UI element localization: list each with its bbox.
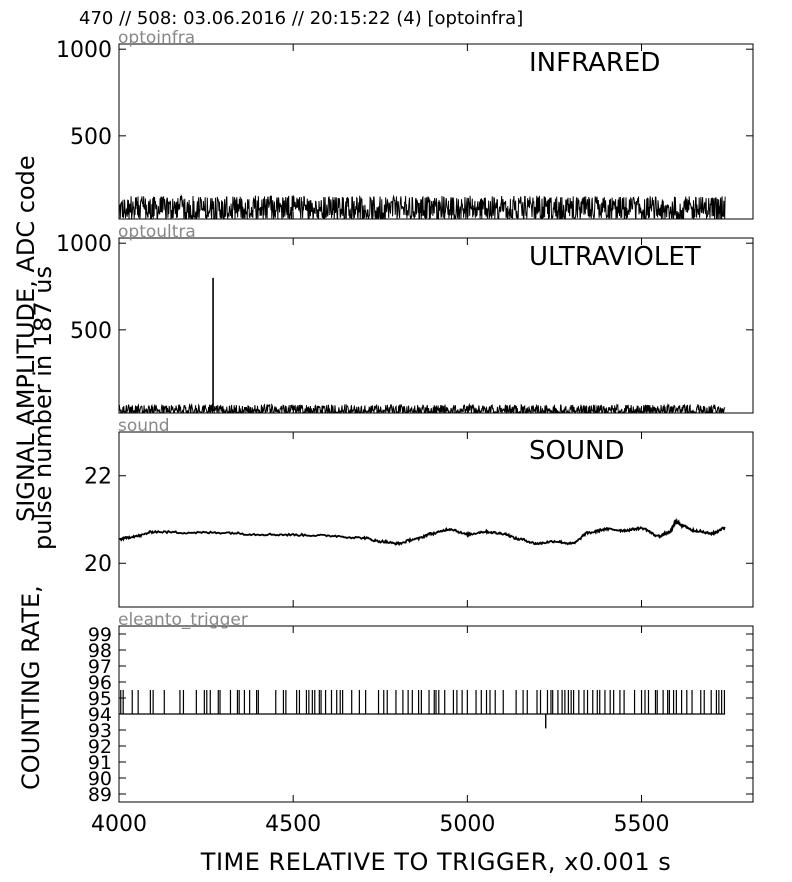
y-axis-label-line2: pulse number in 187 us xyxy=(29,266,57,550)
y-tick-label: 90 xyxy=(88,768,112,790)
panel-frame xyxy=(118,237,754,414)
y-tick-label: 92 xyxy=(88,736,112,758)
panel-title: INFRARED xyxy=(529,48,660,78)
panel-frame xyxy=(118,431,754,608)
y-tick-label: 94 xyxy=(88,704,112,726)
y-tick-label: 500 xyxy=(70,125,112,150)
y-tick-label: 98 xyxy=(88,640,112,662)
panel-tag: sound xyxy=(118,416,170,436)
y-tick-label: 96 xyxy=(88,672,112,694)
y-tick-label: 95 xyxy=(88,688,112,710)
panel-traces xyxy=(119,194,726,219)
panel-traces xyxy=(119,277,726,413)
signal-trace xyxy=(119,194,726,219)
y-tick-label: 500 xyxy=(70,319,112,344)
y-tick-label: 1000 xyxy=(56,38,112,63)
panel-tag: eleanto_trigger xyxy=(118,610,248,630)
y-tick-label: 22 xyxy=(84,465,112,490)
x-tick-label: 5500 xyxy=(614,812,670,837)
panel-tag: optoultra xyxy=(118,222,196,242)
y-tick-label: 91 xyxy=(88,752,112,774)
panel-title: SOUND xyxy=(529,436,624,466)
panel-frame xyxy=(118,43,754,220)
y-axis-label-line3: COUNTING RATE, xyxy=(17,585,45,790)
panel-traces xyxy=(119,690,726,729)
y-tick-label: 20 xyxy=(84,552,112,577)
panel-sound: 20 22 sound SOUND xyxy=(84,416,754,608)
signal-trace xyxy=(119,402,726,413)
x-tick-label: 5000 xyxy=(439,812,495,837)
figure-header: 470 // 508: 03.06.2016 // 20:15:22 (4) [… xyxy=(79,8,524,29)
x-tick-label: 4000 xyxy=(91,812,147,837)
x-axis-label: TIME RELATIVE TO TRIGGER, x0.001 s xyxy=(200,848,672,876)
y-tick-label: 89 xyxy=(88,784,112,806)
y-tick-label: 97 xyxy=(88,656,112,678)
x-tick-label: 4500 xyxy=(265,812,321,837)
panel-title: ULTRAVIOLET xyxy=(529,242,701,272)
panel-optoultra: 500 1000 optoultra ULTRAVIOLET xyxy=(56,222,754,414)
y-tick-label: 93 xyxy=(88,720,112,742)
panel-tag: optoinfra xyxy=(118,28,195,48)
y-tick-label: 99 xyxy=(88,624,112,646)
panel-optoinfra: 500 1000 optoinfra INFRARED xyxy=(56,28,754,220)
panel-traces xyxy=(119,517,726,547)
y-tick-label: 1000 xyxy=(56,232,112,257)
sound-trace xyxy=(119,517,726,547)
